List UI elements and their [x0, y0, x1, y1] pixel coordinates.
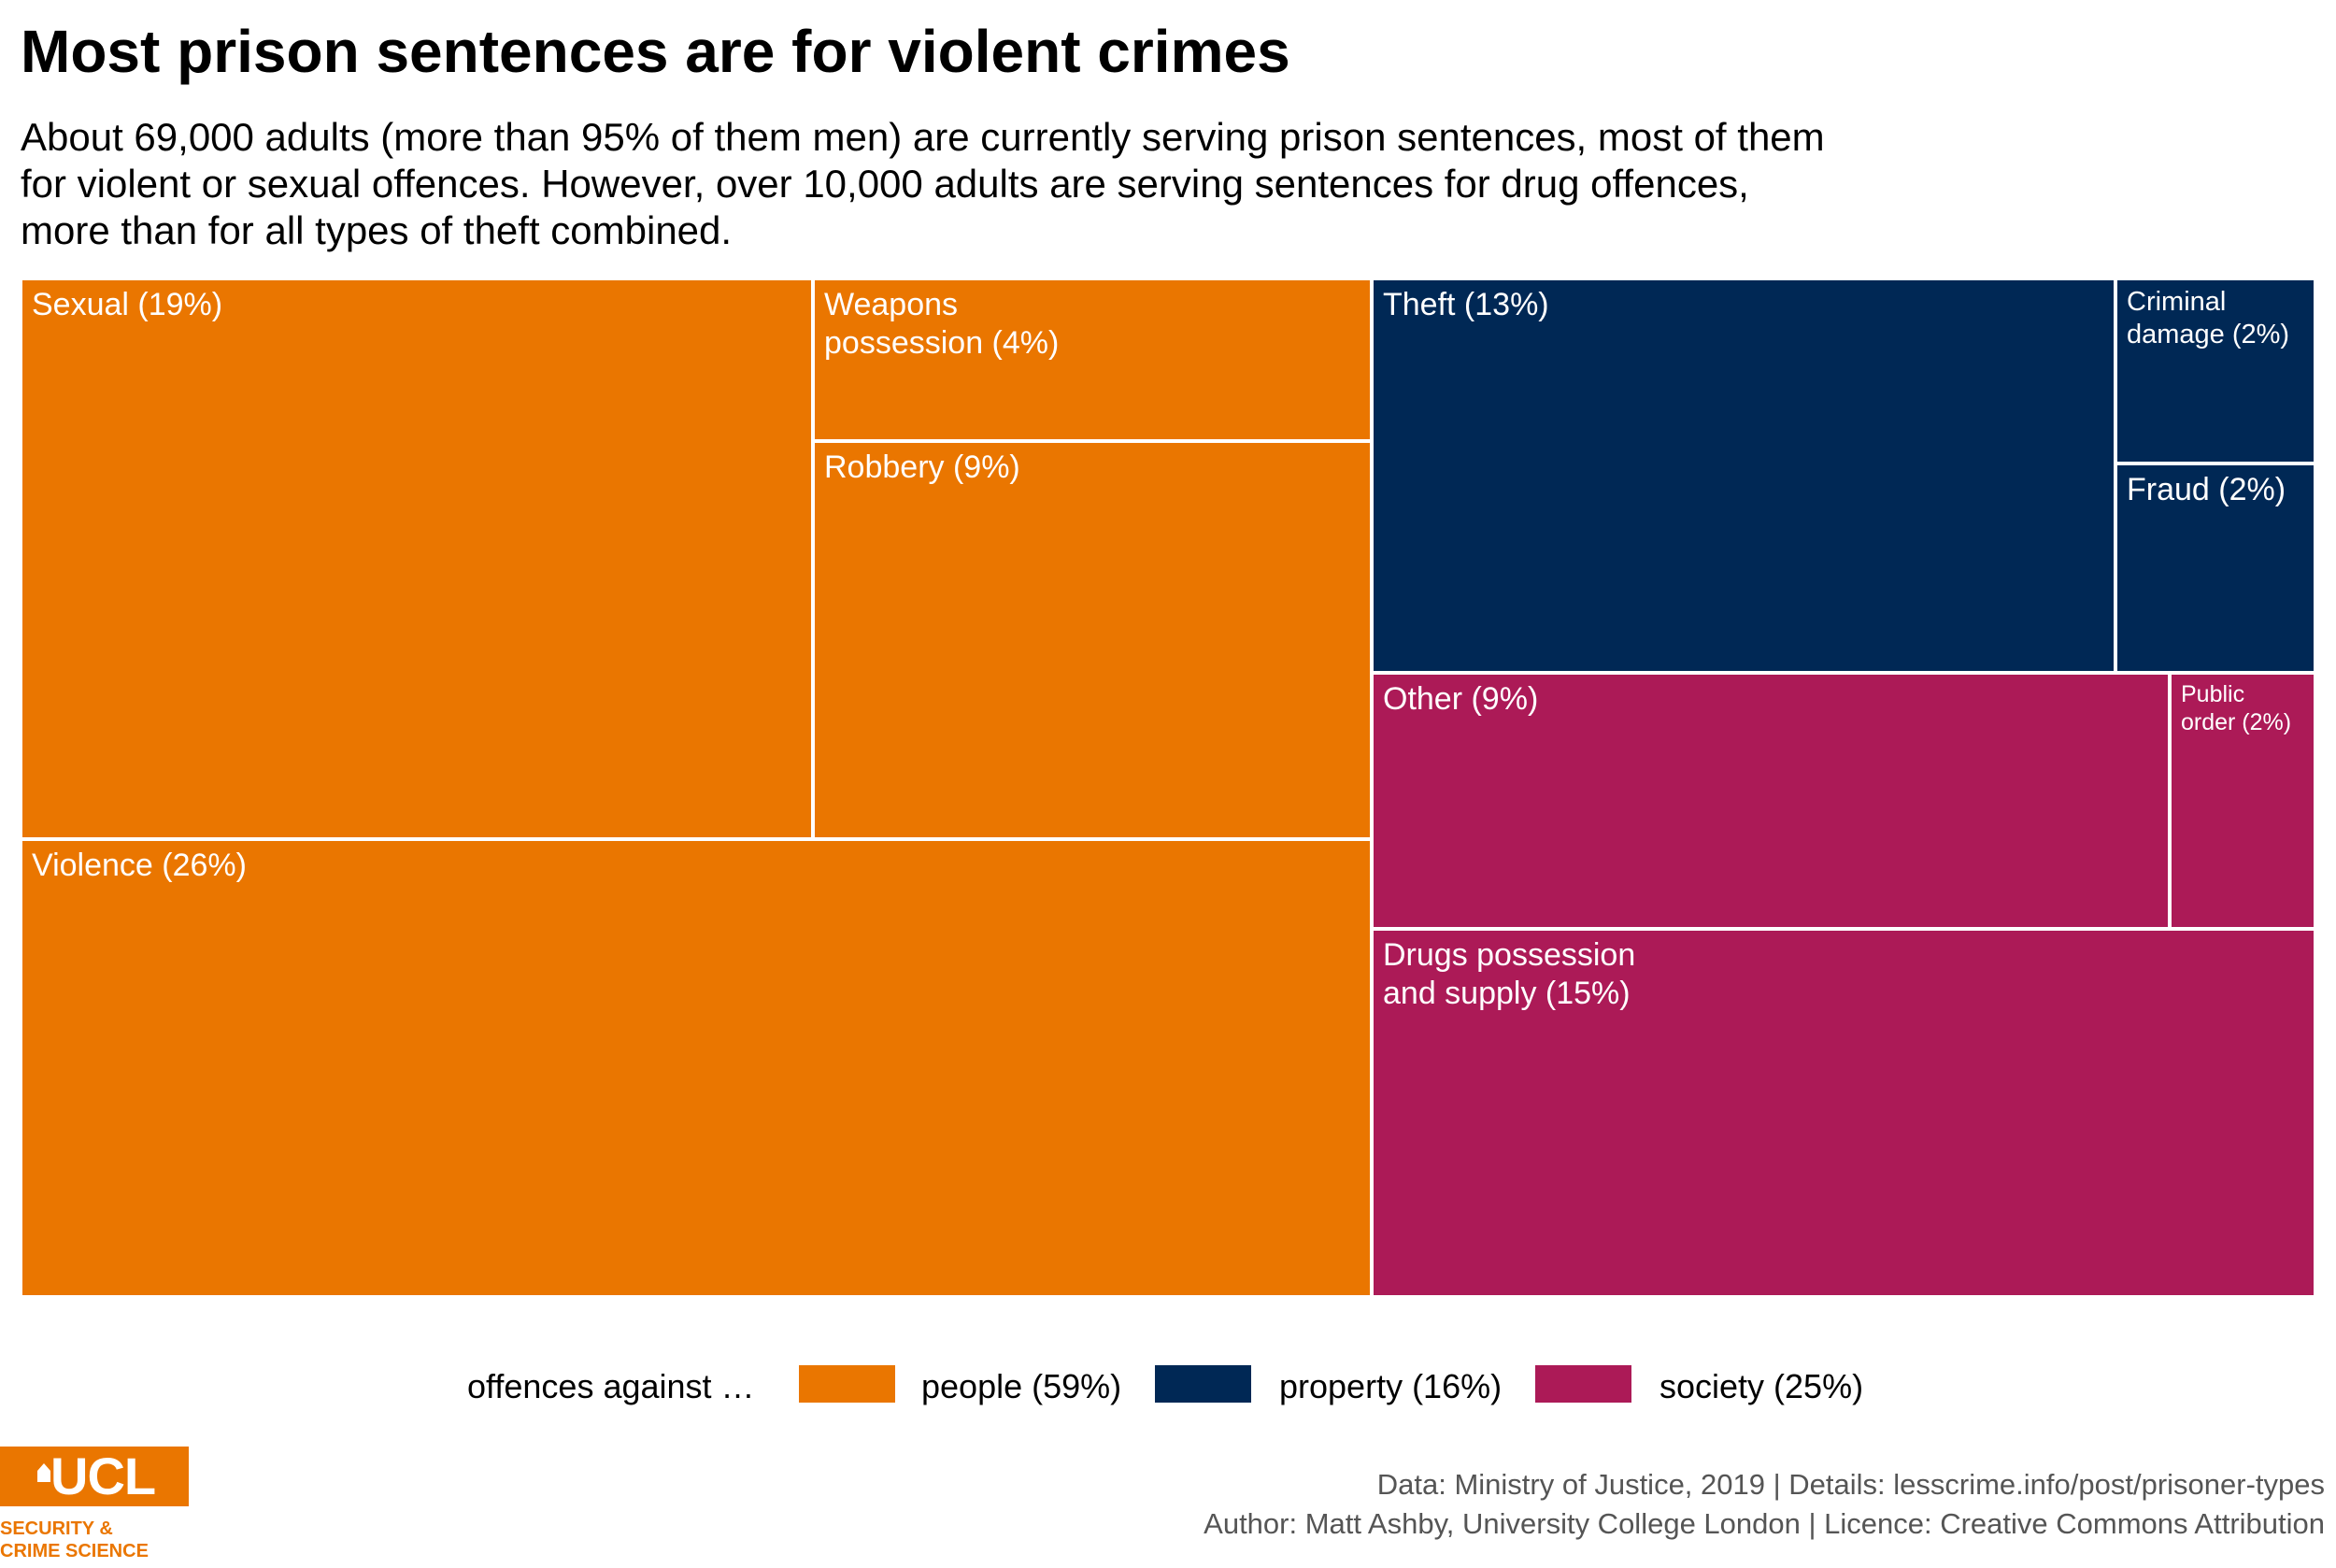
chart-title: Most prison sentences are for violent cr…	[21, 18, 1290, 85]
treemap-tile-drugs-possession-and-supply: Drugs possession and supply (15%)	[1372, 929, 2315, 1297]
treemap-tile-theft: Theft (13%)	[1372, 278, 2115, 673]
tile-label: Theft (13%)	[1383, 287, 1549, 322]
credits: Data: Ministry of Justice, 2019 | Detail…	[1204, 1465, 2325, 1544]
tile-label: Other (9%)	[1383, 681, 1539, 717]
treemap-tile-sexual: Sexual (19%)	[21, 278, 813, 839]
legend-swatch-people	[799, 1365, 895, 1403]
legend-swatch-society	[1535, 1365, 1631, 1403]
tile-label: Violence (26%)	[32, 848, 247, 883]
tile-label: Criminal damage (2%)	[2127, 287, 2290, 349]
logo-text: UCL	[50, 1447, 156, 1505]
treemap-tile-weapons-possession: Weapons possession (4%)	[813, 278, 1372, 441]
logo-block	[0, 1447, 189, 1506]
treemap-tile-robbery: Robbery (9%)	[813, 441, 1372, 839]
tile-label: Weapons possession (4%)	[824, 287, 1060, 361]
chart-subtitle: About 69,000 adults (more than 95% of th…	[21, 114, 2216, 254]
subtitle-line: About 69,000 adults (more than 95% of th…	[21, 115, 1825, 159]
legend-label-society: society (25%)	[1659, 1367, 1864, 1405]
credit-author: Author: Matt Ashby, University College L…	[1204, 1507, 2325, 1540]
legend: offences against … people (59%) property…	[0, 1360, 2336, 1416]
tile-label: Sexual (19%)	[32, 287, 223, 322]
legend-label-property: property (16%)	[1279, 1367, 1503, 1405]
logo-line-2: CRIME SCIENCE	[0, 1541, 149, 1561]
credit-data-source: Data: Ministry of Justice, 2019 | Detail…	[1376, 1468, 2325, 1501]
legend-swatch-property	[1155, 1365, 1251, 1403]
treemap-tile-other: Other (9%)	[1372, 673, 2170, 929]
ucl-logo: UCL SECURITY & CRIME SCIENCE	[0, 1447, 196, 1568]
treemap-tile-criminal-damage: Criminal damage (2%)	[2115, 278, 2315, 463]
tile-label: Fraud (2%)	[2127, 472, 2286, 507]
tile-label: Public order (2%)	[2181, 681, 2292, 735]
tile-label: Drugs possession and supply (15%)	[1383, 937, 1636, 1011]
treemap-tile-public-order: Public order (2%)	[2170, 673, 2315, 929]
treemap-tile-violence: Violence (26%)	[21, 839, 1372, 1297]
crest-icon	[37, 1463, 50, 1482]
subtitle-line: more than for all types of theft combine…	[21, 208, 733, 252]
logo-line-1: SECURITY &	[0, 1518, 113, 1539]
tile-label: Robbery (9%)	[824, 449, 1020, 485]
subtitle-line: for violent or sexual offences. However,…	[21, 162, 1749, 206]
treemap-tile-fraud: Fraud (2%)	[2115, 463, 2315, 673]
legend-label-people: people (59%)	[921, 1367, 1122, 1405]
legend-title: offences against …	[467, 1367, 755, 1405]
